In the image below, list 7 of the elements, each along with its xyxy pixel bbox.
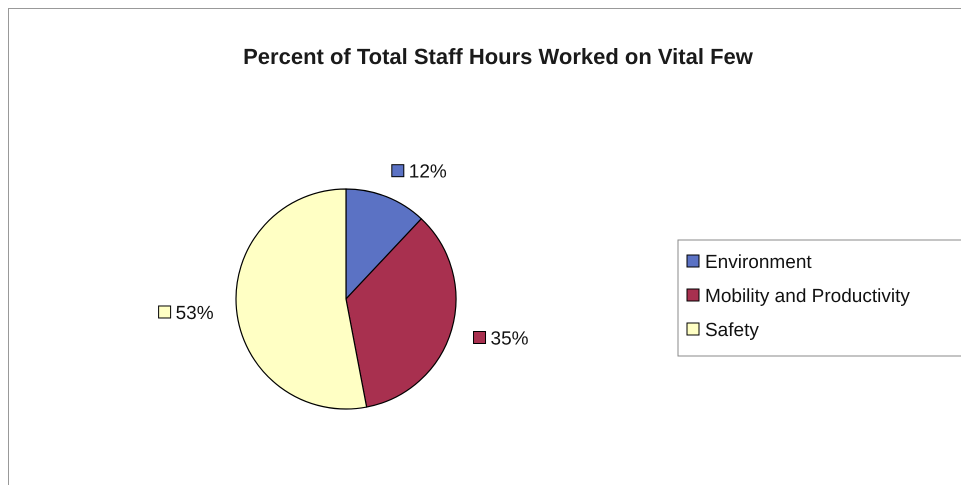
legend-label: Mobility and Productivity [705,286,910,307]
data-label: 53% [176,302,214,324]
chart-title: Percent of Total Staff Hours Worked on Vital Few [243,44,754,69]
data-label: 35% [490,328,529,350]
legend-label: Safety [705,320,760,341]
legend-label: Environment [705,252,812,273]
data-label: 12% [408,162,447,183]
